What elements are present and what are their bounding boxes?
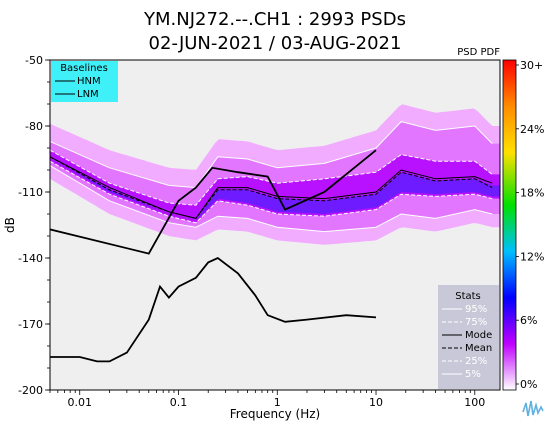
series-mean-line [50, 156, 493, 219]
pdf-band-75-25 [50, 150, 500, 223]
y-tick-label: -110 [18, 186, 43, 199]
y-tick-label: -50 [25, 54, 43, 67]
series-75pct-line [50, 149, 493, 206]
colorbar-labels: 30+ 24% 18% 12% 6% 0% [516, 59, 544, 391]
x-axis: 0.01 0.1 1 10 100 [49, 390, 485, 409]
y-axis: -50 -80 -110 -140 -170 -200 [18, 54, 50, 397]
y-tick-label: -200 [18, 384, 43, 397]
stat-mean-legend-label: Mean [465, 343, 492, 354]
series-5pct-line [50, 165, 493, 233]
x-tick-label: 100 [464, 396, 485, 409]
colorbar [502, 59, 517, 391]
series-hnm-line [50, 149, 377, 255]
stat-mode-legend-label: Mode [465, 330, 492, 341]
x-tick-label: 0.01 [67, 396, 92, 409]
baselines-legend: Baselines HNM LNM [51, 61, 118, 102]
seismogram-logo-icon [521, 398, 545, 420]
y-axis-label: dB [3, 217, 17, 233]
x-tick-label: 1 [274, 396, 281, 409]
hnm-legend-label: HNM [77, 76, 101, 87]
pdf-band-core [50, 159, 500, 221]
colorbar-label: 24% [520, 123, 544, 136]
baselines-legend-title: Baselines [60, 63, 108, 74]
stat-75-legend-label: 75% [465, 317, 487, 328]
y-tick-label: -170 [18, 318, 43, 331]
series-25pct-line [50, 160, 493, 224]
x-axis-label: Frequency (Hz) [230, 407, 321, 421]
curves-layer [50, 121, 493, 363]
stat-95-legend-label: 95% [465, 304, 487, 315]
colorbar-label: 30+ [520, 59, 543, 72]
series-95pct-line [50, 121, 493, 189]
chart-title-line1: YM.NJ272.--.CH1 : 2993 PSDs [143, 9, 406, 30]
colorbar-label: 12% [520, 250, 544, 263]
colorbar-label: 6% [520, 314, 537, 327]
chart-title-line2: 02-JUN-2021 / 03-AUG-2021 [149, 33, 402, 54]
x-tick-label: 10 [369, 396, 383, 409]
y-tick-label: -140 [18, 252, 43, 265]
colorbar-label: 0% [520, 378, 537, 391]
colorbar-label: 18% [520, 187, 544, 200]
stats-legend-box [438, 285, 499, 389]
x-tick-label: 0.1 [170, 396, 188, 409]
series-lnm-line [50, 256, 377, 363]
y-tick-label: -80 [25, 120, 43, 133]
plot-frame [49, 59, 501, 391]
stat-5-legend-label: 5% [465, 369, 481, 380]
colorbar-title: PSD PDF [457, 47, 500, 58]
stat-25-legend-label: 25% [465, 356, 487, 367]
stats-legend: Stats 95% 75% Mode Mean 25% 5% [438, 285, 499, 389]
stats-legend-title: Stats [455, 291, 481, 302]
lnm-legend-label: LNM [77, 89, 99, 100]
